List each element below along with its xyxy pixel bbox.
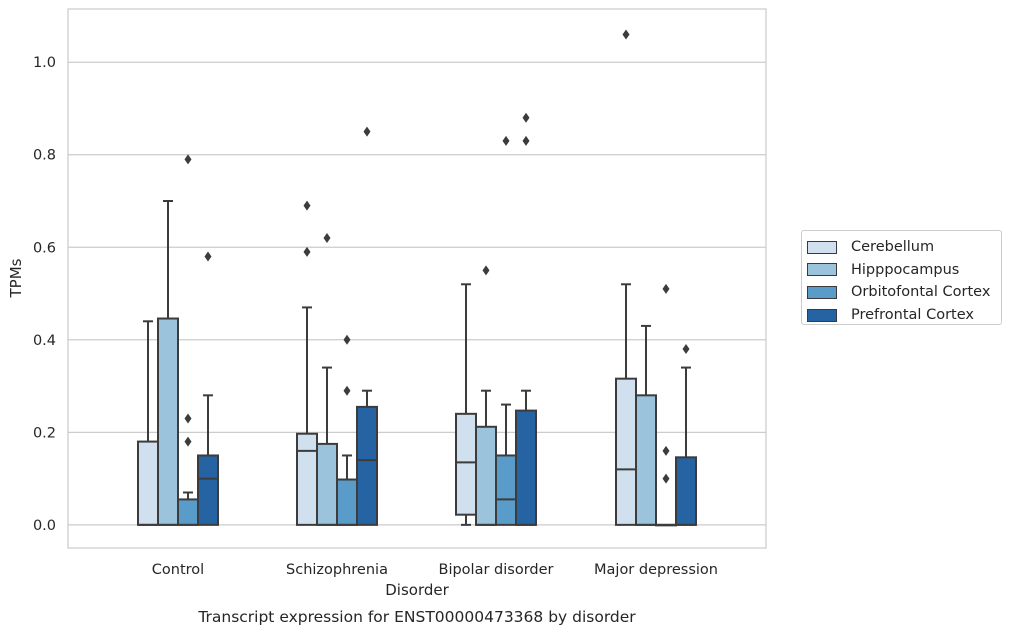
outlier-point — [184, 436, 192, 447]
legend-item: Prefrontal Cortex — [807, 304, 1001, 327]
box-orbitofontal-cortex — [177, 154, 199, 526]
outlier-point — [622, 29, 630, 40]
outlier-point — [502, 135, 510, 146]
box-iqr — [157, 317, 179, 526]
box-hipppocampus — [157, 200, 179, 526]
legend-swatch — [807, 240, 837, 254]
outlier-point — [343, 385, 351, 396]
y-axis-label: TPMs — [7, 258, 25, 298]
box-cerebellum — [615, 29, 637, 526]
box-plot-marks — [137, 29, 697, 527]
outlier-point — [204, 251, 212, 262]
y-tick-label: 1.0 — [33, 55, 56, 71]
outlier-point — [323, 233, 331, 244]
outlier-point — [662, 445, 670, 456]
x-tick-label: Bipolar disorder — [439, 562, 554, 578]
outlier-point — [303, 246, 311, 257]
box-iqr — [137, 440, 159, 526]
box-orbitofontal-cortex — [336, 334, 358, 526]
box-hipppocampus — [635, 324, 657, 526]
box-iqr — [635, 394, 657, 526]
legend-swatch — [807, 263, 837, 277]
box-cerebellum — [296, 200, 318, 526]
box-cerebellum — [137, 320, 159, 526]
outlier-point — [303, 200, 311, 211]
legend-item: Orbitofontal Cortex — [807, 281, 1001, 304]
box-iqr — [197, 454, 219, 526]
legend: Cerebellum Hipppocampus Orbitofontal Cor… — [801, 230, 1002, 325]
box-prefrontal-cortex — [356, 126, 378, 526]
box-cerebellum — [455, 283, 477, 526]
box-hipppocampus — [475, 265, 497, 526]
outlier-point — [522, 112, 530, 123]
legend-label: Orbitofontal Cortex — [851, 284, 991, 301]
outlier-point — [662, 283, 670, 294]
y-tick-label: 0.4 — [33, 333, 56, 349]
legend-swatch — [807, 285, 837, 299]
outlier-point — [184, 154, 192, 165]
outlier-point — [184, 413, 192, 424]
y-tick-label: 0.2 — [33, 425, 56, 441]
box-iqr — [336, 478, 358, 526]
legend-label: Prefrontal Cortex — [851, 307, 974, 324]
y-tick-label: 0.0 — [33, 518, 56, 534]
outlier-point — [363, 126, 371, 137]
x-tick-label: Control — [152, 562, 204, 578]
box-iqr — [177, 498, 199, 526]
box-prefrontal-cortex — [197, 251, 219, 526]
box-iqr — [296, 432, 318, 526]
legend-item: Cerebellum — [807, 236, 1001, 259]
outlier-point — [343, 334, 351, 345]
outlier-point — [662, 473, 670, 484]
x-tick-label: Schizophrenia — [286, 562, 388, 578]
x-tick-label: Major depression — [594, 562, 718, 578]
y-tick-label: 0.8 — [33, 148, 56, 164]
box-iqr — [455, 412, 477, 516]
outlier-point — [682, 344, 690, 355]
box-iqr — [316, 442, 338, 526]
box-orbitofontal-cortex — [655, 283, 677, 527]
outlier-point — [522, 135, 530, 146]
y-tick-label: 0.6 — [33, 240, 56, 256]
box-hipppocampus — [316, 233, 338, 526]
box-orbitofontal-cortex — [495, 135, 517, 526]
legend-item: Hipppocampus — [807, 259, 1001, 282]
plot-area-frame — [67, 8, 767, 549]
outlier-point — [482, 265, 490, 276]
legend-label: Hipppocampus — [851, 261, 960, 278]
legend-label: Cerebellum — [851, 239, 935, 256]
legend-swatch — [807, 308, 837, 322]
chart-title: Transcript expression for ENST0000047336… — [197, 608, 636, 626]
box-iqr — [495, 454, 517, 526]
x-axis-label: Disorder — [385, 581, 449, 599]
y-axis-ticks: 0.0 0.2 0.4 0.6 0.8 1.0 — [33, 55, 56, 534]
box-iqr — [675, 456, 697, 526]
box-iqr — [475, 425, 497, 526]
box-iqr — [515, 409, 537, 526]
box-iqr — [615, 377, 637, 526]
box-prefrontal-cortex — [515, 112, 537, 526]
box-prefrontal-cortex — [675, 344, 697, 526]
box-iqr — [356, 405, 378, 526]
x-axis-ticks: Control Schizophrenia Bipolar disorder Majo… — [152, 562, 718, 578]
